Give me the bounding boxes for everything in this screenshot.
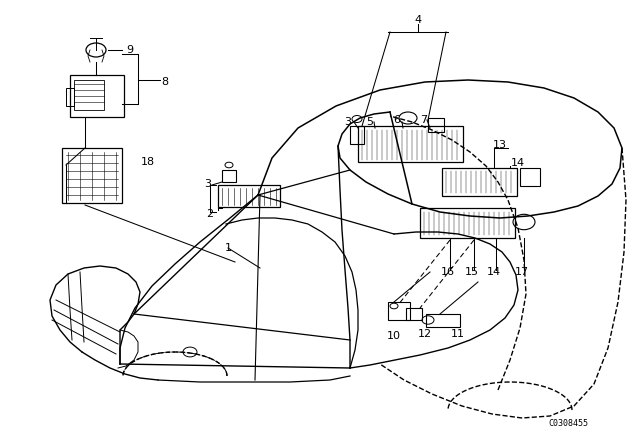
Bar [388,302,410,320]
Text: 11: 11 [451,329,465,339]
Bar [406,308,422,320]
Text: 8: 8 [161,77,168,87]
Text: C0308455: C0308455 [548,419,588,428]
Bar [420,208,515,238]
Text: 18: 18 [141,157,155,167]
Bar [442,168,517,196]
Bar [74,80,104,110]
Text: 14: 14 [487,267,501,277]
Bar [222,170,236,182]
Text: 9: 9 [127,45,134,55]
Bar [358,126,463,162]
Bar [520,168,540,186]
Text: 3: 3 [205,179,211,189]
Text: 17: 17 [515,267,529,277]
Text: 3: 3 [344,117,351,127]
Text: 14: 14 [511,158,525,168]
Bar [218,185,280,207]
Bar [428,118,444,132]
Bar [70,75,124,117]
Text: 10: 10 [387,331,401,341]
Text: 6: 6 [394,115,401,125]
Text: 12: 12 [418,329,432,339]
Text: 1: 1 [225,243,232,253]
Bar [66,88,74,106]
Bar [62,148,122,203]
Text: 13: 13 [493,140,507,150]
Text: 4: 4 [415,15,422,25]
Text: 16: 16 [441,267,455,277]
Bar [426,314,460,327]
Bar [350,126,364,144]
Text: 2: 2 [207,209,214,219]
Text: 5: 5 [367,117,374,127]
Text: 7: 7 [420,115,428,125]
Text: 15: 15 [465,267,479,277]
